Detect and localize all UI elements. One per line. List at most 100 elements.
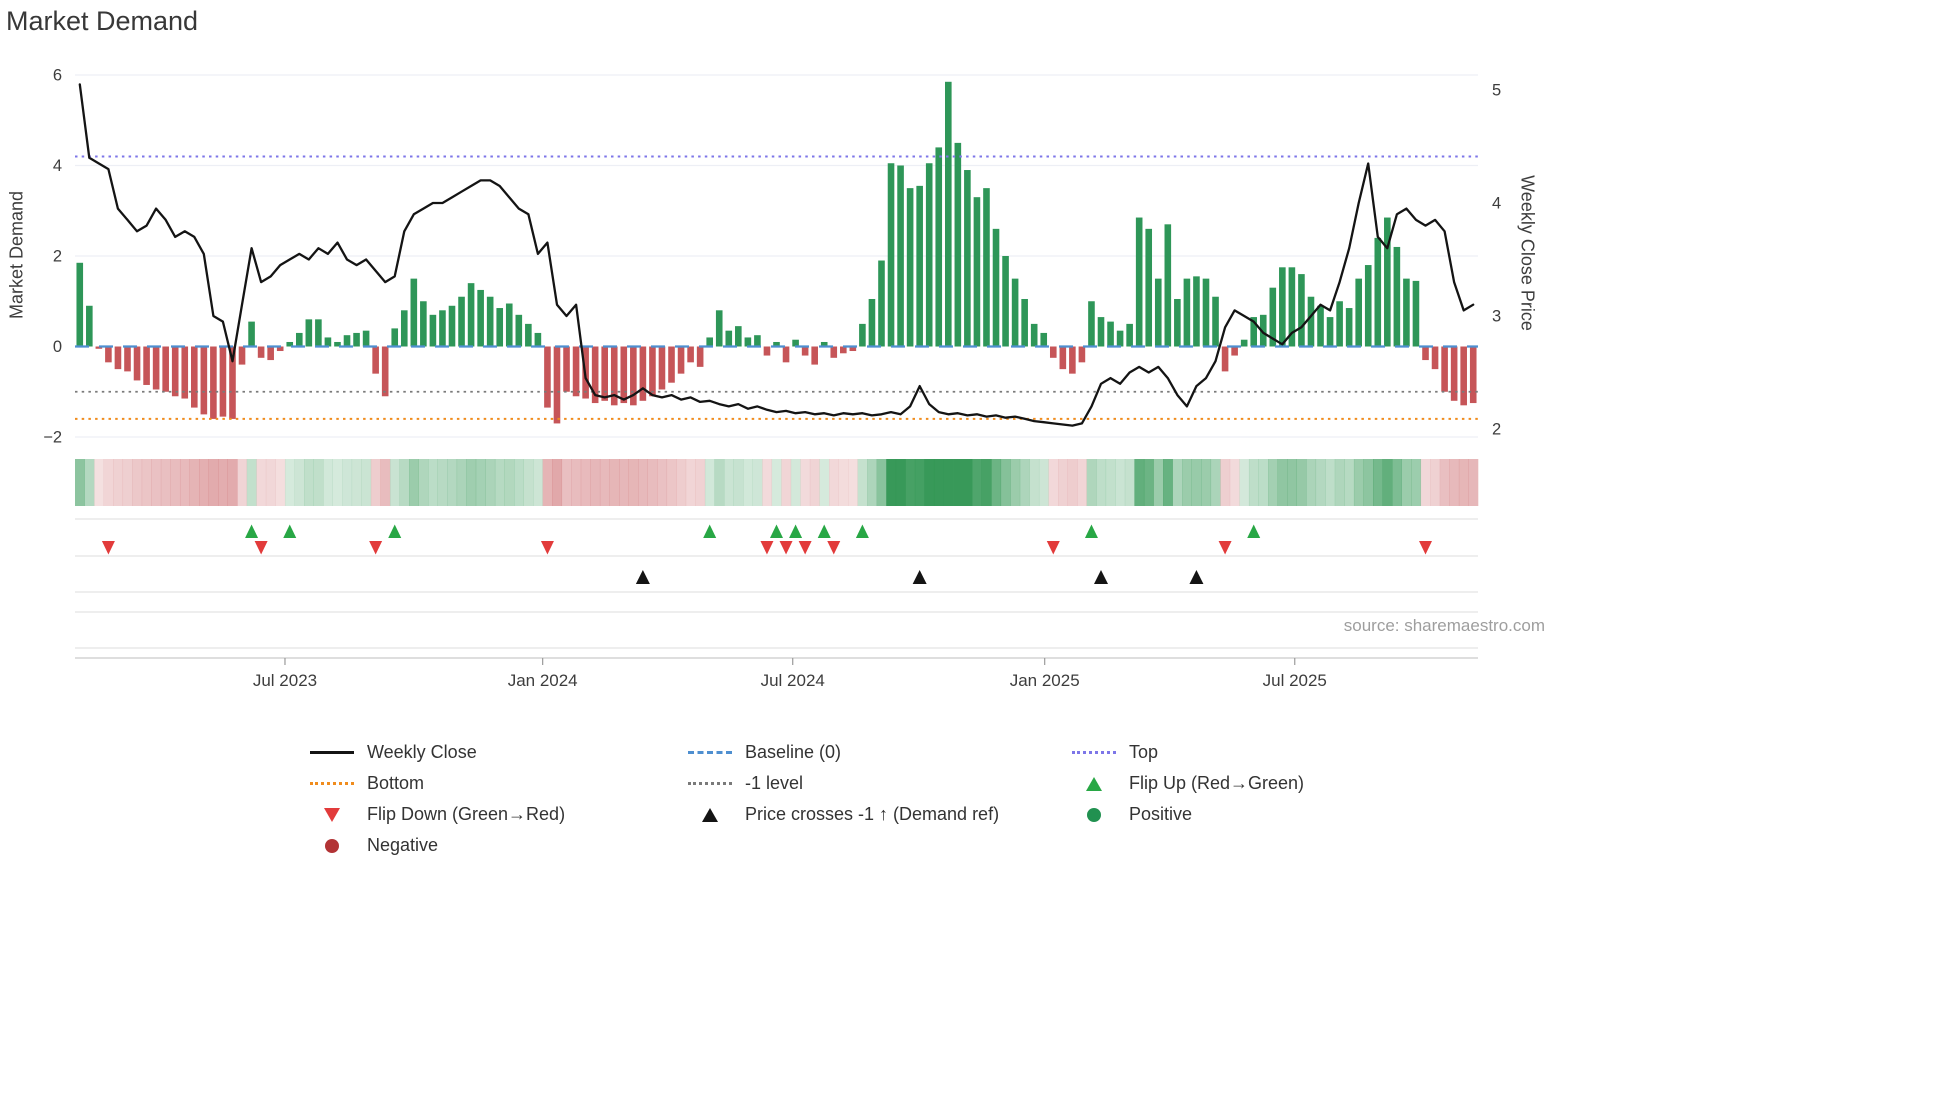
left-tick-label: 0 (53, 338, 62, 356)
heatmap-cell (199, 459, 209, 506)
heatmap-cell (857, 459, 868, 506)
heatmap-cell (867, 459, 878, 506)
demand-bar (725, 330, 733, 347)
demand-bar (391, 328, 399, 347)
heatmap-cell (886, 459, 897, 506)
demand-bar (840, 346, 847, 354)
demand-bar (448, 305, 456, 347)
heatmap-cell (151, 459, 162, 506)
heatmap-cell (84, 459, 95, 506)
heatmap-cell (542, 459, 553, 506)
demand-bar (534, 332, 542, 347)
demand-bar (133, 346, 141, 381)
heatmap-cell (342, 459, 353, 506)
heatmap-cell (475, 459, 486, 506)
demand-bar (143, 346, 150, 385)
heatmap-cell (1239, 459, 1250, 506)
demand-bar (1212, 296, 1219, 347)
flip-up-marker (770, 524, 783, 538)
heatmap-cell (1430, 459, 1441, 506)
heatmap-cell (895, 459, 906, 506)
heatmap-cell (676, 459, 687, 506)
heatmap-cell (389, 459, 400, 506)
demand-bar (935, 147, 943, 347)
heatmap-cell (1220, 459, 1231, 506)
heatmap-cell (132, 459, 143, 506)
demand-bar (916, 185, 923, 347)
demand-bar (553, 346, 561, 424)
demand-bar (1069, 346, 1076, 374)
legend-item-flip-up: Flip Up (Red→Green) (1072, 768, 1304, 799)
heatmap-cell (657, 459, 668, 506)
heatmap-cell (1401, 459, 1412, 506)
demand-bar (200, 346, 208, 415)
heatmap-cell (685, 459, 696, 506)
legend-label: Flip Up (Red→Green) (1129, 773, 1305, 793)
heatmap-cell (75, 459, 85, 506)
heatmap-cell (590, 459, 601, 506)
demand-bar (372, 346, 379, 374)
heatmap-cell (103, 459, 114, 506)
demand-bar (229, 346, 236, 419)
demand-bar (544, 346, 551, 408)
demand-bar (1164, 224, 1172, 347)
demand-bar (496, 308, 504, 347)
heatmap-cell (1182, 459, 1192, 506)
heatmap-cell (218, 459, 228, 506)
price-cross-marker (1094, 570, 1109, 584)
flip-down-marker (369, 541, 383, 555)
gridlines (75, 74, 1478, 438)
heatmap-cell (809, 459, 820, 506)
demand-bar (295, 332, 303, 347)
demand-bar (1441, 346, 1448, 392)
demand-bar (601, 346, 608, 401)
demand-bar (830, 346, 838, 358)
heatmap-cell (1277, 459, 1288, 506)
demand-bar (696, 346, 704, 367)
demand-bar (276, 346, 284, 352)
right-tick-label: 5 (1492, 82, 1501, 100)
demand-bar (1345, 308, 1353, 347)
flip-up-marker (817, 524, 831, 538)
left-tick-label: −2 (43, 429, 62, 447)
demand-bar (324, 337, 332, 347)
demand-bar (439, 310, 446, 347)
demand-bar (1431, 346, 1439, 370)
heatmap-cell (1439, 459, 1450, 506)
demand-bar (668, 346, 675, 383)
demand-bar (114, 346, 122, 370)
demand-bar (639, 346, 647, 401)
legend-column-2: Baseline (0) -1 level Price crosses -1 ↑… (688, 737, 999, 830)
demand-bar (849, 346, 857, 352)
heatmap-cell (428, 459, 438, 506)
demand-bar (477, 289, 484, 347)
demand-bar (1450, 346, 1458, 401)
demand-bar (859, 323, 866, 347)
demand-bar (1469, 346, 1477, 404)
demand-bar (591, 346, 599, 404)
demand-bar (486, 296, 494, 347)
demand-bar (1011, 278, 1019, 347)
demand-bar (1021, 298, 1028, 347)
heatmap-cell (953, 459, 963, 506)
demand-bar (505, 303, 513, 347)
heatmap-cell (523, 459, 534, 506)
flip-up-marker (388, 524, 402, 538)
demand-bar (925, 163, 933, 347)
flip-down-marker (827, 541, 841, 555)
demand-bar (525, 323, 532, 347)
demand-bar (105, 346, 112, 363)
heatmap-cell (828, 459, 839, 506)
demand-bar (1049, 346, 1057, 358)
heatmap-cell (943, 459, 954, 506)
heatmap-cell (1086, 459, 1097, 506)
legend-label: Flip Down (Green→Red) (367, 804, 566, 824)
demand-bar (1097, 317, 1105, 347)
heatmap-cell (1201, 459, 1212, 506)
demand-bar (773, 341, 780, 347)
demand-bar (563, 346, 570, 392)
legend-label: Baseline (0) (745, 742, 842, 762)
demand-bar (1231, 346, 1238, 356)
heatmap-cell (1000, 459, 1011, 506)
